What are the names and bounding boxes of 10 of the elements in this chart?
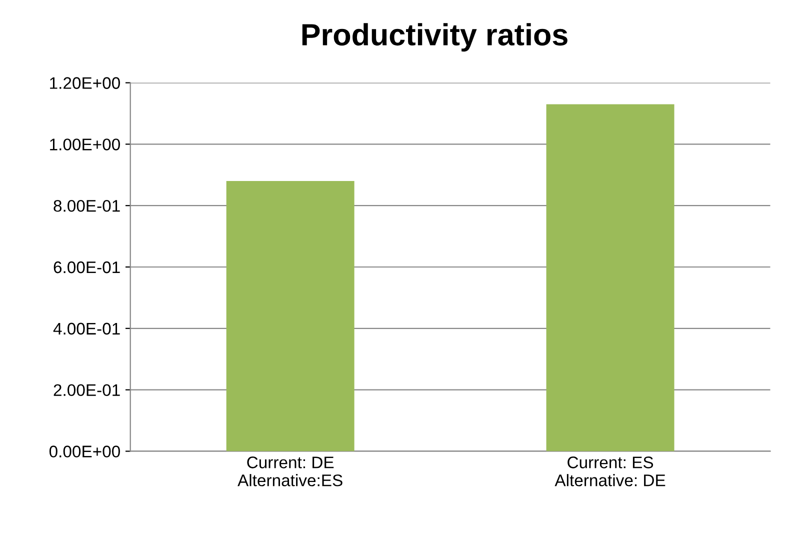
x-tick-label: Current: DE Alternative:ES — [238, 456, 342, 486]
x-tick-label: Current: ES Alternative: DE — [554, 456, 666, 486]
y-tick-label: 1.20E+00 — [50, 77, 120, 89]
y-tick-label: 1.00E+00 — [50, 138, 120, 150]
y-tick-label: 0.00E+00 — [49, 446, 120, 458]
y-tick-label: 4.00E-01 — [53, 322, 120, 335]
y-tick-label: 8.00E-01 — [54, 200, 120, 212]
y-tick-label: 2.00E-01 — [54, 384, 120, 396]
y-tick-label: 6.00E-01 — [54, 261, 120, 274]
chart-title: Productivity ratios — [302, 23, 568, 52]
